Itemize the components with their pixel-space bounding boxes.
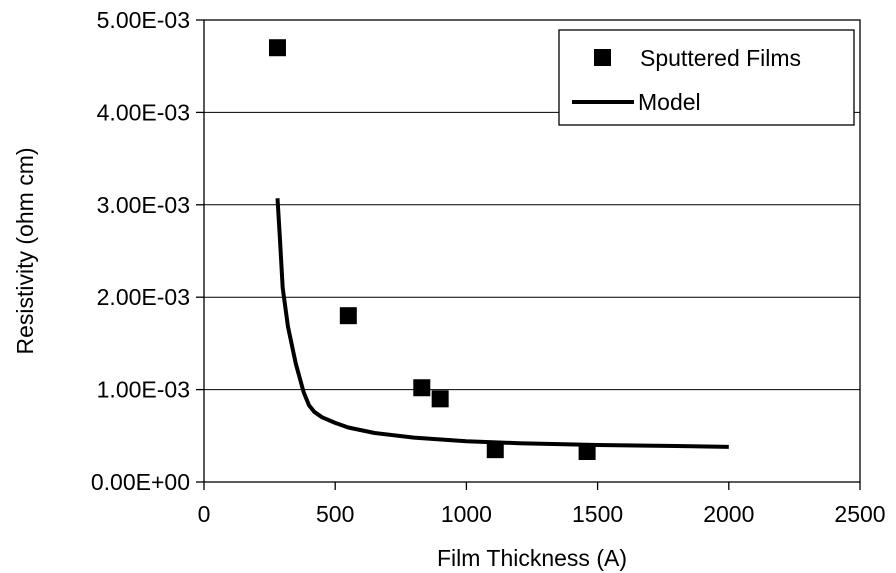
x-tick-label: 2500 [834,501,885,527]
gridlines [204,111,860,391]
x-axis-title: Film Thickness (A) [437,545,627,571]
x-axis-ticks: 0 500 1000 1500 2000 2500 [198,482,886,527]
y-axis-title: Resistivity (ohm cm) [12,147,38,354]
data-point-sputtered-films [431,390,449,408]
data-point-sputtered-films [339,307,357,325]
y-tick-label: 0.00E+00 [91,469,190,495]
legend-label-model: Model [638,89,701,115]
x-tick-label: 1500 [572,501,623,527]
x-tick-label: 2000 [703,501,754,527]
legend-marker-sputtered-films [594,49,611,66]
data-point-sputtered-films [268,39,286,57]
legend-label-sputtered-films: Sputtered Films [640,45,801,71]
x-tick-label: 0 [198,501,211,527]
series-line-model [275,198,729,449]
series-layer [268,39,729,461]
data-point-sputtered-films [578,443,596,461]
y-tick-label: 3.00E-03 [97,192,190,218]
plot-area-frame [203,19,861,483]
y-tick-label: 1.00E-03 [97,377,190,403]
y-tick-label: 2.00E-03 [97,284,190,310]
legend-box [558,29,855,126]
x-tick-label: 500 [316,501,354,527]
data-point-sputtered-films [486,441,504,459]
y-tick-label: 4.00E-03 [97,99,190,125]
legend: Sputtered Films Model [558,29,855,126]
y-tick-label: 5.00E-03 [97,7,190,33]
x-tick-label: 1000 [441,501,492,527]
y-axis-ticks: 0.00E+00 1.00E-03 2.00E-03 3.00E-03 4.00E-03… [91,7,204,495]
data-point-sputtered-films [413,379,431,397]
